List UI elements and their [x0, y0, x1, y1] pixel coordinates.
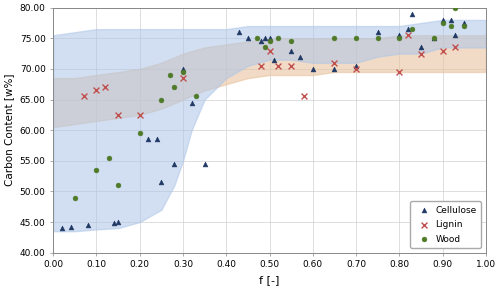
Cellulose	[396, 33, 404, 38]
Wood	[396, 36, 404, 40]
Wood	[408, 27, 416, 32]
Lignin	[179, 76, 187, 80]
Cellulose	[58, 226, 66, 230]
Wood	[330, 36, 338, 40]
Cellulose	[352, 64, 360, 68]
Wood	[287, 39, 295, 44]
Wood	[114, 183, 122, 188]
Cellulose	[438, 18, 446, 22]
Wood	[452, 5, 460, 10]
Lignin	[452, 45, 460, 50]
Cellulose	[114, 220, 122, 224]
Wood	[158, 97, 166, 102]
Lignin	[266, 48, 274, 53]
Cellulose	[460, 21, 468, 25]
Wood	[106, 155, 114, 160]
Y-axis label: Carbon Content [w%]: Carbon Content [w%]	[4, 74, 14, 186]
Wood	[179, 70, 187, 74]
Legend: Cellulose, Lignin, Wood: Cellulose, Lignin, Wood	[410, 201, 482, 248]
Cellulose	[296, 54, 304, 59]
Cellulose	[330, 66, 338, 71]
X-axis label: f [-]: f [-]	[260, 275, 280, 285]
Cellulose	[309, 66, 317, 71]
Lignin	[417, 51, 425, 56]
Wood	[92, 168, 100, 172]
Lignin	[274, 64, 282, 68]
Cellulose	[179, 66, 187, 71]
Wood	[266, 39, 274, 44]
Wood	[430, 36, 438, 40]
Lignin	[287, 64, 295, 68]
Cellulose	[110, 221, 118, 225]
Lignin	[101, 85, 109, 90]
Lignin	[352, 66, 360, 71]
Wood	[460, 24, 468, 28]
Wood	[192, 94, 200, 99]
Wood	[71, 195, 79, 200]
Cellulose	[188, 100, 196, 105]
Wood	[252, 36, 260, 40]
Cellulose	[417, 45, 425, 50]
Wood	[438, 21, 446, 25]
Lignin	[404, 33, 412, 38]
Cellulose	[447, 18, 455, 22]
Cellulose	[200, 162, 208, 166]
Lignin	[438, 48, 446, 53]
Cellulose	[66, 225, 74, 229]
Wood	[374, 36, 382, 40]
Wood	[261, 45, 269, 50]
Cellulose	[374, 30, 382, 34]
Cellulose	[170, 162, 178, 166]
Cellulose	[153, 137, 161, 142]
Lignin	[92, 88, 100, 93]
Lignin	[300, 94, 308, 99]
Cellulose	[452, 33, 460, 38]
Cellulose	[261, 36, 269, 40]
Cellulose	[287, 48, 295, 53]
Cellulose	[270, 58, 278, 62]
Wood	[447, 24, 455, 28]
Cellulose	[257, 39, 265, 44]
Wood	[352, 36, 360, 40]
Wood	[170, 85, 178, 90]
Lignin	[114, 112, 122, 117]
Cellulose	[144, 137, 152, 142]
Wood	[136, 131, 143, 136]
Wood	[274, 36, 282, 40]
Cellulose	[244, 36, 252, 40]
Lignin	[80, 94, 88, 99]
Lignin	[257, 64, 265, 68]
Wood	[166, 73, 174, 77]
Lignin	[136, 112, 143, 117]
Cellulose	[408, 12, 416, 16]
Lignin	[330, 60, 338, 65]
Cellulose	[84, 223, 92, 227]
Lignin	[396, 70, 404, 74]
Cellulose	[404, 27, 412, 32]
Cellulose	[266, 36, 274, 40]
Cellulose	[158, 180, 166, 184]
Cellulose	[235, 30, 243, 34]
Cellulose	[430, 36, 438, 40]
